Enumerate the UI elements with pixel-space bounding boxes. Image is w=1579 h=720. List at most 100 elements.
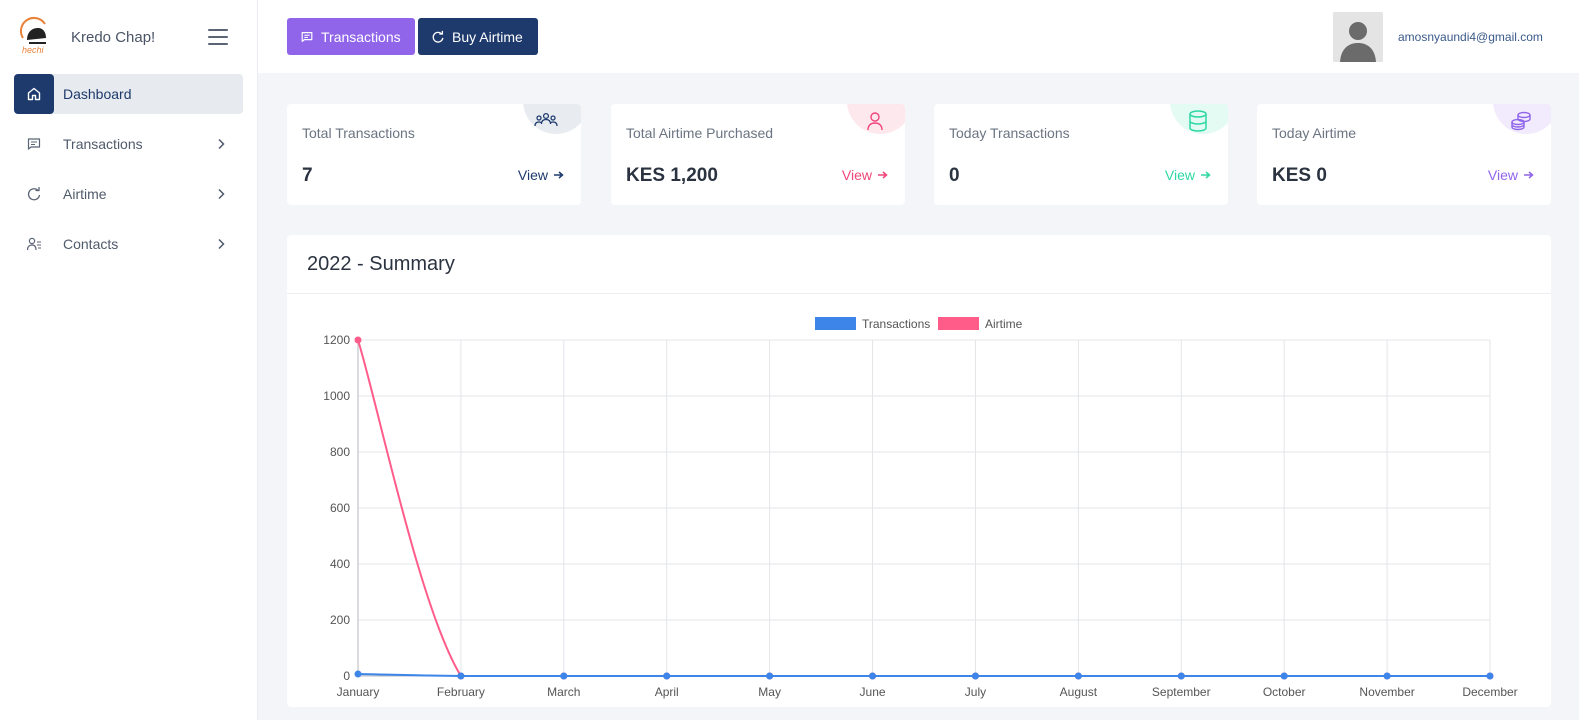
sidebar-item-label: Airtime xyxy=(63,186,107,202)
menu-toggle-icon[interactable] xyxy=(208,29,228,45)
user-silhouette-icon xyxy=(1333,12,1383,62)
transactions-button[interactable]: Transactions xyxy=(287,18,415,55)
buy-airtime-button-label: Buy Airtime xyxy=(452,28,523,45)
sidebar-item-dashboard[interactable]: Dashboard xyxy=(14,74,243,114)
data-point-airtime xyxy=(354,336,362,344)
x-tick-label: June xyxy=(860,685,886,699)
buy-airtime-button[interactable]: Buy Airtime xyxy=(418,18,538,55)
view-link[interactable]: View xyxy=(518,167,564,183)
brand: hechi Kredo Chap! xyxy=(0,0,258,74)
data-point-transactions xyxy=(1177,672,1185,680)
sidebar-item-transactions[interactable]: Transactions xyxy=(14,124,243,164)
user-email[interactable]: amosnyaundi4@gmail.com xyxy=(1398,30,1543,44)
x-tick-label: May xyxy=(758,685,781,699)
view-link-label: View xyxy=(517,167,548,183)
users-icon xyxy=(534,112,558,127)
data-point-transactions xyxy=(766,672,774,680)
sidebar-nav: Dashboard Transactions Airtime Contacts xyxy=(14,74,243,274)
x-tick-label: December xyxy=(1462,685,1517,699)
home-icon xyxy=(14,74,54,114)
sidebar-item-label: Contacts xyxy=(63,236,119,252)
stat-card-today-airtime: Today Airtime KES 0 View xyxy=(1257,104,1551,205)
data-point-transactions xyxy=(354,670,362,678)
x-tick-label: July xyxy=(965,685,986,699)
card-value: 0 xyxy=(949,165,960,186)
stat-card-today-transactions: Today Transactions 0 View xyxy=(934,104,1228,205)
user-icon xyxy=(867,112,883,131)
x-tick-label: January xyxy=(337,685,380,699)
chevron-right-icon xyxy=(218,188,225,200)
card-badge xyxy=(523,104,581,134)
panel-divider xyxy=(287,293,1551,294)
card-badge xyxy=(1493,104,1551,134)
x-tick-label: February xyxy=(437,685,485,699)
view-link-label: View xyxy=(841,167,872,183)
data-point-transactions xyxy=(1280,672,1288,680)
x-tick-label: August xyxy=(1060,685,1098,699)
data-point-transactions xyxy=(971,672,979,680)
card-title: Today Transactions xyxy=(949,125,1070,141)
y-tick-label: 200 xyxy=(330,613,350,627)
message-icon xyxy=(14,124,54,164)
view-link[interactable]: View xyxy=(1165,167,1211,183)
legend-label-transactions: Transactions xyxy=(862,317,930,331)
transactions-button-label: Transactions xyxy=(321,28,401,45)
svg-text:hechi: hechi xyxy=(22,45,45,55)
legend-label-airtime: Airtime xyxy=(985,317,1023,331)
card-value: 7 xyxy=(302,165,313,186)
data-point-transactions xyxy=(1383,672,1391,680)
stat-card-total-transactions: Total Transactions 7 View xyxy=(287,104,581,205)
summary-panel: 2022 - Summary 0 200 400 600 800 1000 1200 Janu… xyxy=(287,235,1551,707)
data-point-transactions xyxy=(560,672,568,680)
x-tick-label: October xyxy=(1263,685,1306,699)
card-title: Today Airtime xyxy=(1272,125,1357,141)
message-icon xyxy=(301,31,313,42)
card-badge xyxy=(1170,104,1228,134)
stat-card-total-airtime: Total Airtime Purchased KES 1,200 View xyxy=(611,104,905,205)
sidebar-item-airtime[interactable]: Airtime xyxy=(14,174,243,214)
view-link[interactable]: View xyxy=(1488,167,1534,183)
x-tick-label: April xyxy=(655,685,679,699)
series-line-transactions xyxy=(357,673,1490,677)
chevron-right-icon xyxy=(218,138,225,150)
sidebar-item-contacts[interactable]: Contacts xyxy=(14,224,243,264)
x-tick-label: November xyxy=(1359,685,1414,699)
y-tick-label: 800 xyxy=(330,445,350,459)
view-link-label: View xyxy=(1487,167,1518,183)
card-value: KES 0 xyxy=(1272,165,1327,186)
card-value: KES 1,200 xyxy=(626,165,718,186)
data-point-transactions xyxy=(1486,672,1494,680)
legend-swatch-airtime xyxy=(938,317,979,330)
card-badge xyxy=(847,104,905,134)
chevron-right-icon xyxy=(218,238,225,250)
y-tick-label: 600 xyxy=(330,501,350,515)
y-tick-label: 0 xyxy=(343,669,350,683)
legend-swatch-transactions xyxy=(815,317,856,330)
x-tick-label: September xyxy=(1152,685,1211,699)
data-point-transactions xyxy=(457,672,465,680)
y-tick-label: 400 xyxy=(330,557,350,571)
data-point-transactions xyxy=(663,672,671,680)
contacts-icon xyxy=(14,224,54,264)
brand-name: Kredo Chap! xyxy=(71,29,156,46)
sidebar: hechi Kredo Chap! Dashboard Transactions… xyxy=(0,0,258,720)
y-tick-label: 1200 xyxy=(323,333,350,347)
y-tick-label: 1000 xyxy=(323,389,350,403)
topbar: Transactions Buy Airtime amosnyaundi4@gm… xyxy=(258,0,1579,73)
rotate-icon xyxy=(14,174,54,214)
arrow-right-icon xyxy=(1524,171,1534,179)
card-title: Total Transactions xyxy=(302,125,415,141)
kredo-logo-icon[interactable]: hechi xyxy=(18,16,52,56)
panel-title: 2022 - Summary xyxy=(307,253,455,275)
summary-line-chart: 0 200 400 600 800 1000 1200 January February Marc… xyxy=(323,317,1518,699)
view-link-label: View xyxy=(1164,167,1195,183)
coins-icon xyxy=(1511,111,1531,131)
arrow-right-icon xyxy=(1201,171,1211,179)
avatar[interactable] xyxy=(1333,12,1383,62)
sidebar-item-label: Transactions xyxy=(63,136,143,152)
database-icon xyxy=(1189,110,1207,132)
sidebar-item-label: Dashboard xyxy=(63,86,132,102)
x-tick-label: March xyxy=(547,685,580,699)
arrow-right-icon xyxy=(878,171,888,179)
view-link[interactable]: View xyxy=(842,167,888,183)
